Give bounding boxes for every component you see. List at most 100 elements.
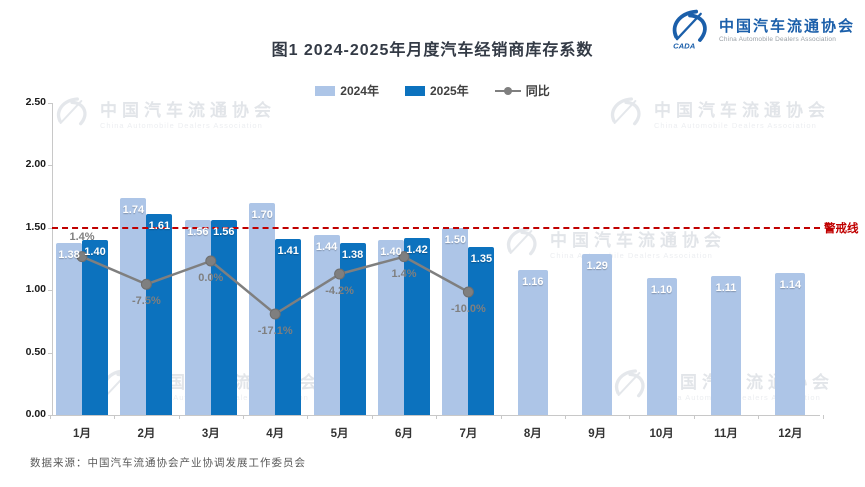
legend-swatch-2024 xyxy=(315,85,336,96)
x-axis-tick xyxy=(500,415,502,419)
x-axis-tick xyxy=(178,415,180,419)
bar-value-label: 1.44 xyxy=(315,241,338,254)
watermark-cn: 中国汽车流通协会 xyxy=(658,372,834,392)
chart-title: 图1 2024-2025年月度汽车经销商库存系数 xyxy=(271,42,594,59)
watermark-en: China Automobile Dealers Association xyxy=(658,393,820,403)
bar-2024-1月 xyxy=(56,242,82,415)
legend-item-2025: 2025年 xyxy=(404,82,469,99)
legend-label-2025: 2025年 xyxy=(429,84,469,98)
x-axis-label-2月: 2月 xyxy=(137,428,156,440)
yoy-label-5月: -4.2% xyxy=(325,285,354,298)
x-axis-label-5月: 5月 xyxy=(330,428,349,440)
yoy-label-7月: -10.0% xyxy=(450,303,486,315)
watermark-cn: 中国汽车流通协会 xyxy=(654,100,830,120)
bar-value-label: 1.11 xyxy=(715,282,737,295)
bar-2024-5月 xyxy=(313,235,340,415)
x-axis-tick xyxy=(822,415,824,419)
bar-value-label: 1.16 xyxy=(522,276,544,289)
x-axis-label-3月: 3月 xyxy=(201,428,220,440)
bar-value-label: 1.38 xyxy=(341,248,364,261)
bar-2024-11月 xyxy=(711,276,741,415)
bar-value-label: 1.56 xyxy=(213,226,235,239)
bar-value-label: 1.70 xyxy=(251,208,273,221)
bar-2024-4月 xyxy=(249,202,276,415)
cada-logo: CADA 中国汽车流通协会 China Automobile Dealers A… xyxy=(667,8,855,52)
logo-name-cn: 中国汽车流通协会 xyxy=(718,18,855,35)
watermark-cn: 中国汽车流通协会 xyxy=(100,100,276,120)
legend-item-yoy: 同比 xyxy=(494,82,550,99)
warning-line-label: 警戒线 xyxy=(824,222,859,235)
x-axis-tick xyxy=(693,415,695,419)
x-axis-label-8月: 8月 xyxy=(523,428,542,440)
bar-2025-1月 xyxy=(82,240,108,415)
y-axis-label: 2.00 xyxy=(25,158,46,171)
bar-value-label: 1.74 xyxy=(122,203,145,216)
x-axis-tick xyxy=(243,415,244,419)
watermark-cn: 中国汽车流通协会 xyxy=(550,230,726,250)
logo-text: 中国汽车流通协会 China Automobile Dealers Associ… xyxy=(719,18,855,43)
bar-value-label: 1.10 xyxy=(650,283,673,296)
legend-item-2024: 2024年 xyxy=(315,82,379,99)
x-axis-line xyxy=(52,415,820,416)
bar-2025-2月 xyxy=(146,214,173,415)
x-axis-label-11月: 11月 xyxy=(714,428,738,440)
legend-line-dot-marker xyxy=(494,86,521,96)
x-axis-tick xyxy=(758,415,760,419)
watermark-en: China Automobile Dealers Association xyxy=(550,251,713,261)
bar-value-label: 1.14 xyxy=(779,278,802,291)
yoy-label-2月: -7.5% xyxy=(132,295,161,308)
legend-swatch-2025 xyxy=(404,85,425,96)
bar-2024-3月 xyxy=(184,220,211,415)
y-axis-label: 0.50 xyxy=(25,345,46,358)
x-axis-tick xyxy=(307,415,309,419)
y-axis-tick xyxy=(48,165,52,167)
bar-2024-10月 xyxy=(646,277,677,415)
bar-2024-8月 xyxy=(517,270,548,415)
bar-2024-6月 xyxy=(378,240,404,415)
y-axis-tick xyxy=(48,227,52,229)
yoy-label-4月: -17.1% xyxy=(257,325,293,337)
x-axis-label-6月: 6月 xyxy=(395,428,413,440)
bar-2024-9月 xyxy=(582,254,613,415)
bar-2024-12月 xyxy=(775,272,806,415)
x-axis-tick xyxy=(629,415,631,419)
legend-label-2024: 2024年 xyxy=(340,84,379,98)
bar-value-label: 1.42 xyxy=(406,243,428,256)
legend-label-yoy: 同比 xyxy=(525,84,550,98)
chart-legend: 2024年 2025年 同比 xyxy=(0,82,865,99)
x-axis-label-10月: 10月 xyxy=(649,428,674,440)
x-axis-label-1月: 1月 xyxy=(73,428,91,440)
bar-value-label: 1.40 xyxy=(380,246,402,259)
bar-2025-6月 xyxy=(404,237,430,415)
y-axis-label: 0.00 xyxy=(25,408,46,420)
watermark-en: China Automobile Dealers Association xyxy=(100,121,263,131)
bar-value-label: 1.50 xyxy=(444,233,467,246)
bar-value-label: 1.40 xyxy=(84,246,106,259)
y-axis-tick xyxy=(48,290,52,292)
x-axis-tick xyxy=(436,415,438,419)
warning-line xyxy=(52,226,820,229)
bar-2025-5月 xyxy=(339,242,366,415)
cada-mark-text: CADA xyxy=(673,41,695,50)
logo-name-en: China Automobile Dealers Association xyxy=(718,35,837,43)
y-axis-line xyxy=(52,103,53,415)
cada-swoosh-icon: CADA xyxy=(672,9,707,50)
x-axis-label-12月: 12月 xyxy=(778,428,803,440)
x-axis-label-9月: 9月 xyxy=(588,428,607,440)
bar-value-label: 1.35 xyxy=(470,252,493,265)
bar-value-label: 1.41 xyxy=(277,245,299,258)
y-axis-label: 1.00 xyxy=(25,283,46,296)
y-axis-label: 2.50 xyxy=(25,96,46,108)
bar-value-label: 1.38 xyxy=(58,248,80,261)
bar-value-label: 1.56 xyxy=(187,226,209,239)
x-axis-label-7月: 7月 xyxy=(459,428,478,440)
x-axis-tick xyxy=(565,415,566,419)
bar-value-label: 1.29 xyxy=(586,260,608,272)
y-axis-label: 1.50 xyxy=(25,220,46,233)
x-axis-tick xyxy=(371,415,373,419)
bar-2025-3月 xyxy=(210,220,237,415)
